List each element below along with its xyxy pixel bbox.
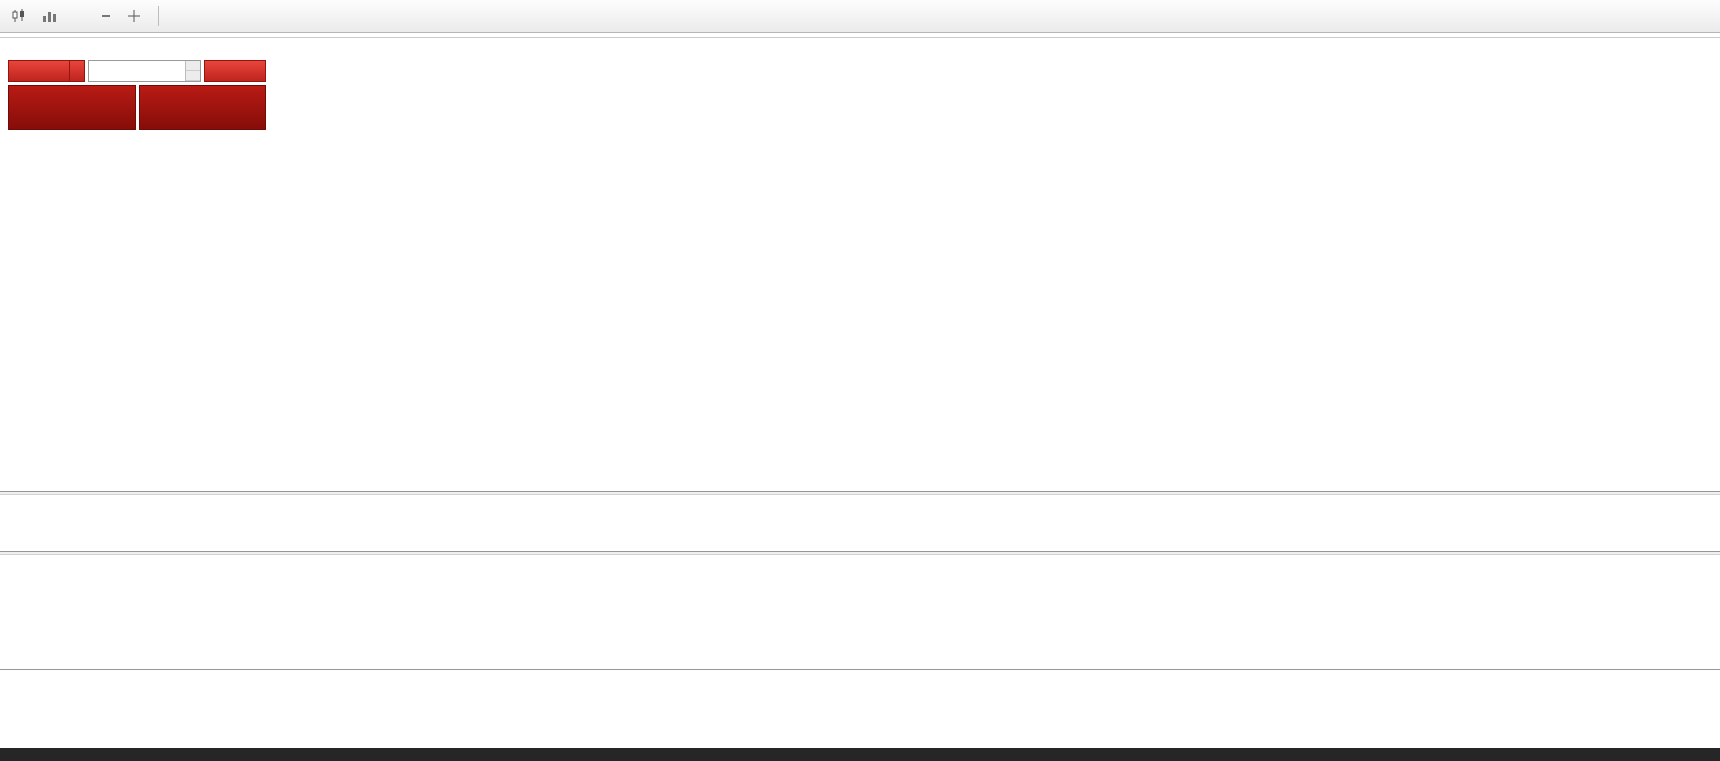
crosshair-icon	[128, 10, 140, 22]
one-click-trade-panel	[8, 60, 266, 130]
volume-spinner-up[interactable]	[186, 61, 200, 71]
buy-price-tile[interactable]	[138, 85, 266, 130]
arrow-text-tool[interactable]	[65, 4, 91, 28]
volume-input[interactable]	[89, 61, 185, 81]
window-divider	[0, 37, 1720, 38]
macd-label	[6, 497, 17, 509]
main-toolbar	[0, 0, 1720, 33]
rsi-label	[6, 557, 12, 569]
tool-t-label	[102, 15, 110, 17]
time-axis[interactable]	[0, 669, 1720, 692]
volume-box	[88, 60, 201, 82]
volume-spinner-down[interactable]	[186, 71, 200, 81]
pane-resize-handle-macd[interactable]	[0, 491, 1720, 495]
buy-button[interactable]	[204, 60, 266, 82]
candlestick-icon	[12, 9, 24, 22]
toolbar-separator	[158, 6, 159, 26]
sell-button[interactable]	[8, 60, 70, 82]
indicators-icon[interactable]	[35, 4, 63, 28]
sell-dropdown-caret[interactable]	[70, 60, 85, 82]
macd-pane[interactable]	[0, 495, 1508, 551]
pane-resize-handle-rsi[interactable]	[0, 551, 1720, 555]
symbol-ohlc-title	[8, 42, 19, 54]
candlestick-chart-type-icon[interactable]	[5, 4, 33, 28]
rsi-pane[interactable]	[0, 555, 1508, 669]
text-label-tool[interactable]	[93, 4, 119, 28]
bottom-bar	[0, 748, 1720, 761]
crosshair-tool[interactable]	[121, 4, 149, 28]
sell-price-tile[interactable]	[8, 85, 136, 130]
bar-chart-icon	[43, 12, 56, 22]
volume-spinner	[185, 61, 200, 81]
